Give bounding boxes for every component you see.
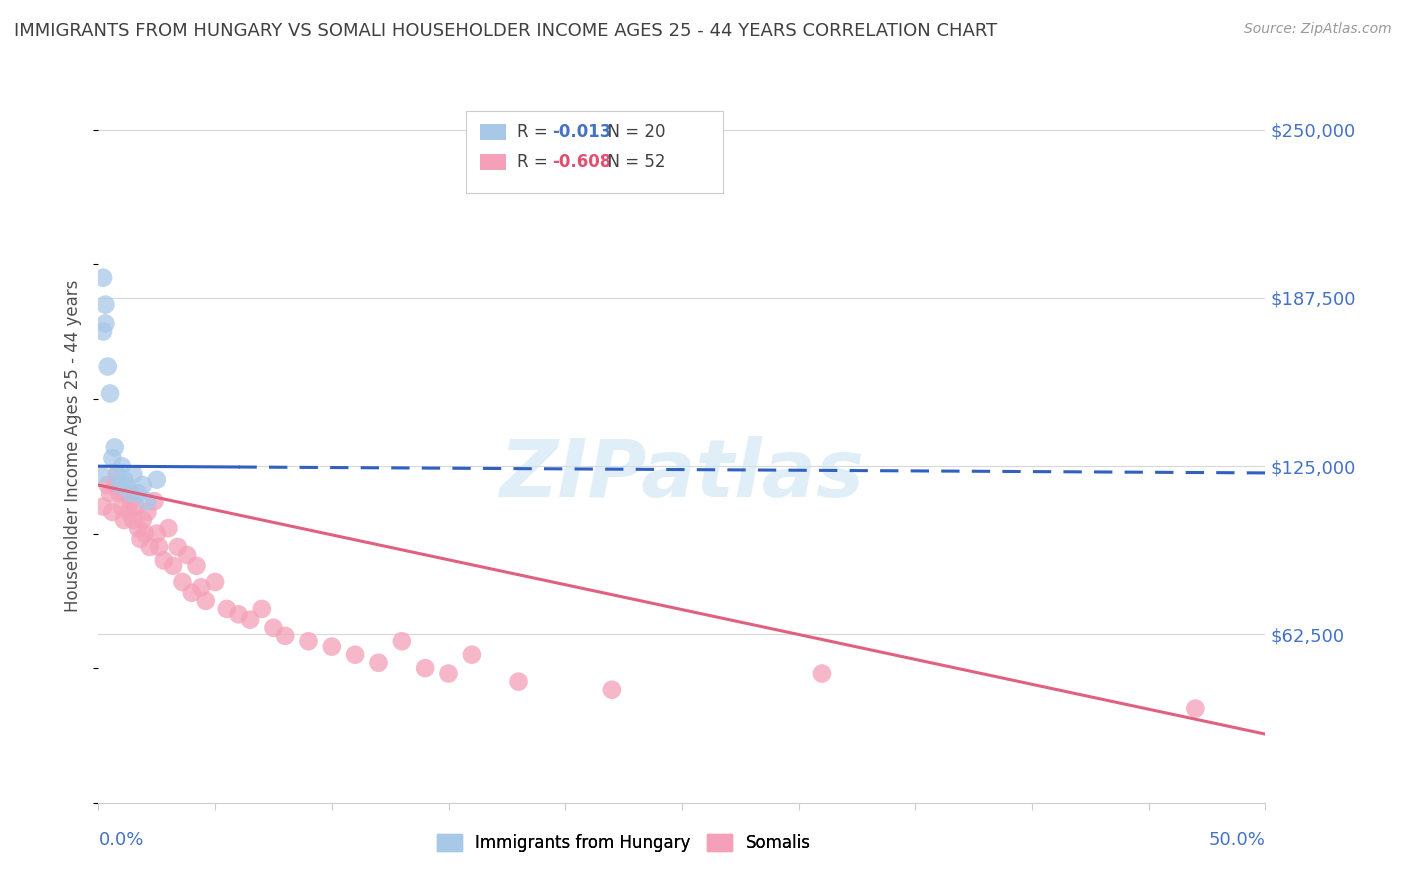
Point <box>162 558 184 573</box>
Point <box>108 478 131 492</box>
Point <box>90 467 112 482</box>
Point <box>91 500 114 514</box>
Point <box>127 486 149 500</box>
Point <box>250 602 273 616</box>
Point <box>811 666 834 681</box>
Point <box>157 521 180 535</box>
Point <box>134 526 156 541</box>
Point <box>122 513 145 527</box>
Point <box>139 540 162 554</box>
Point <box>297 634 319 648</box>
Point <box>97 478 120 492</box>
Point <box>136 494 159 508</box>
Point <box>508 674 530 689</box>
Point <box>101 505 124 519</box>
Point <box>136 505 159 519</box>
Point <box>108 486 131 500</box>
Y-axis label: Householder Income Ages 25 - 44 years: Householder Income Ages 25 - 44 years <box>65 280 83 612</box>
Point <box>122 467 145 482</box>
Point <box>91 270 114 285</box>
Point <box>228 607 250 622</box>
Point <box>118 505 141 519</box>
Text: 0.0%: 0.0% <box>98 831 143 849</box>
Point <box>239 613 262 627</box>
Point <box>104 441 127 455</box>
Text: R =: R = <box>517 153 554 171</box>
Point <box>143 494 166 508</box>
Point <box>94 317 117 331</box>
Point <box>391 634 413 648</box>
Text: R =: R = <box>517 123 554 141</box>
Point <box>115 486 138 500</box>
Point <box>120 494 142 508</box>
Point <box>180 586 202 600</box>
Point <box>194 594 217 608</box>
Point <box>112 473 135 487</box>
Text: Source: ZipAtlas.com: Source: ZipAtlas.com <box>1244 22 1392 37</box>
Point <box>105 467 128 482</box>
Point <box>190 580 212 594</box>
Point <box>204 574 226 589</box>
Point <box>413 661 436 675</box>
Point <box>101 451 124 466</box>
Text: N = 52: N = 52 <box>596 153 665 171</box>
Point <box>152 553 174 567</box>
Point <box>321 640 343 654</box>
Text: N = 20: N = 20 <box>596 123 665 141</box>
Point <box>98 486 121 500</box>
Text: ZIPatlas: ZIPatlas <box>499 435 865 514</box>
Point <box>274 629 297 643</box>
Point <box>94 298 117 312</box>
Point <box>127 521 149 535</box>
FancyBboxPatch shape <box>479 154 506 169</box>
Point <box>186 558 208 573</box>
Point <box>125 500 148 514</box>
Point <box>166 540 188 554</box>
Point <box>148 540 170 554</box>
Point <box>146 526 169 541</box>
Point <box>132 478 155 492</box>
Legend: Immigrants from Hungary, Somalis: Immigrants from Hungary, Somalis <box>430 827 817 859</box>
Point <box>104 478 127 492</box>
Point <box>1184 701 1206 715</box>
Point <box>120 486 142 500</box>
Text: IMMIGRANTS FROM HUNGARY VS SOMALI HOUSEHOLDER INCOME AGES 25 - 44 YEARS CORRELAT: IMMIGRANTS FROM HUNGARY VS SOMALI HOUSEH… <box>14 22 997 40</box>
Point <box>215 602 238 616</box>
Point <box>262 621 284 635</box>
Point <box>105 467 128 482</box>
Point <box>344 648 367 662</box>
Point <box>172 574 194 589</box>
Point <box>367 656 389 670</box>
Text: -0.013: -0.013 <box>553 123 612 141</box>
Point <box>98 386 121 401</box>
FancyBboxPatch shape <box>465 111 723 193</box>
Point <box>600 682 623 697</box>
Point <box>461 648 484 662</box>
Point <box>437 666 460 681</box>
Point <box>176 548 198 562</box>
Point <box>111 459 134 474</box>
Point <box>132 513 155 527</box>
Text: -0.608: -0.608 <box>553 153 612 171</box>
Point <box>111 500 134 514</box>
FancyBboxPatch shape <box>479 124 506 140</box>
Point <box>129 532 152 546</box>
Text: 50.0%: 50.0% <box>1209 831 1265 849</box>
Point <box>91 325 114 339</box>
Point <box>97 359 120 374</box>
Point <box>112 513 135 527</box>
Point <box>146 473 169 487</box>
Point <box>115 478 138 492</box>
